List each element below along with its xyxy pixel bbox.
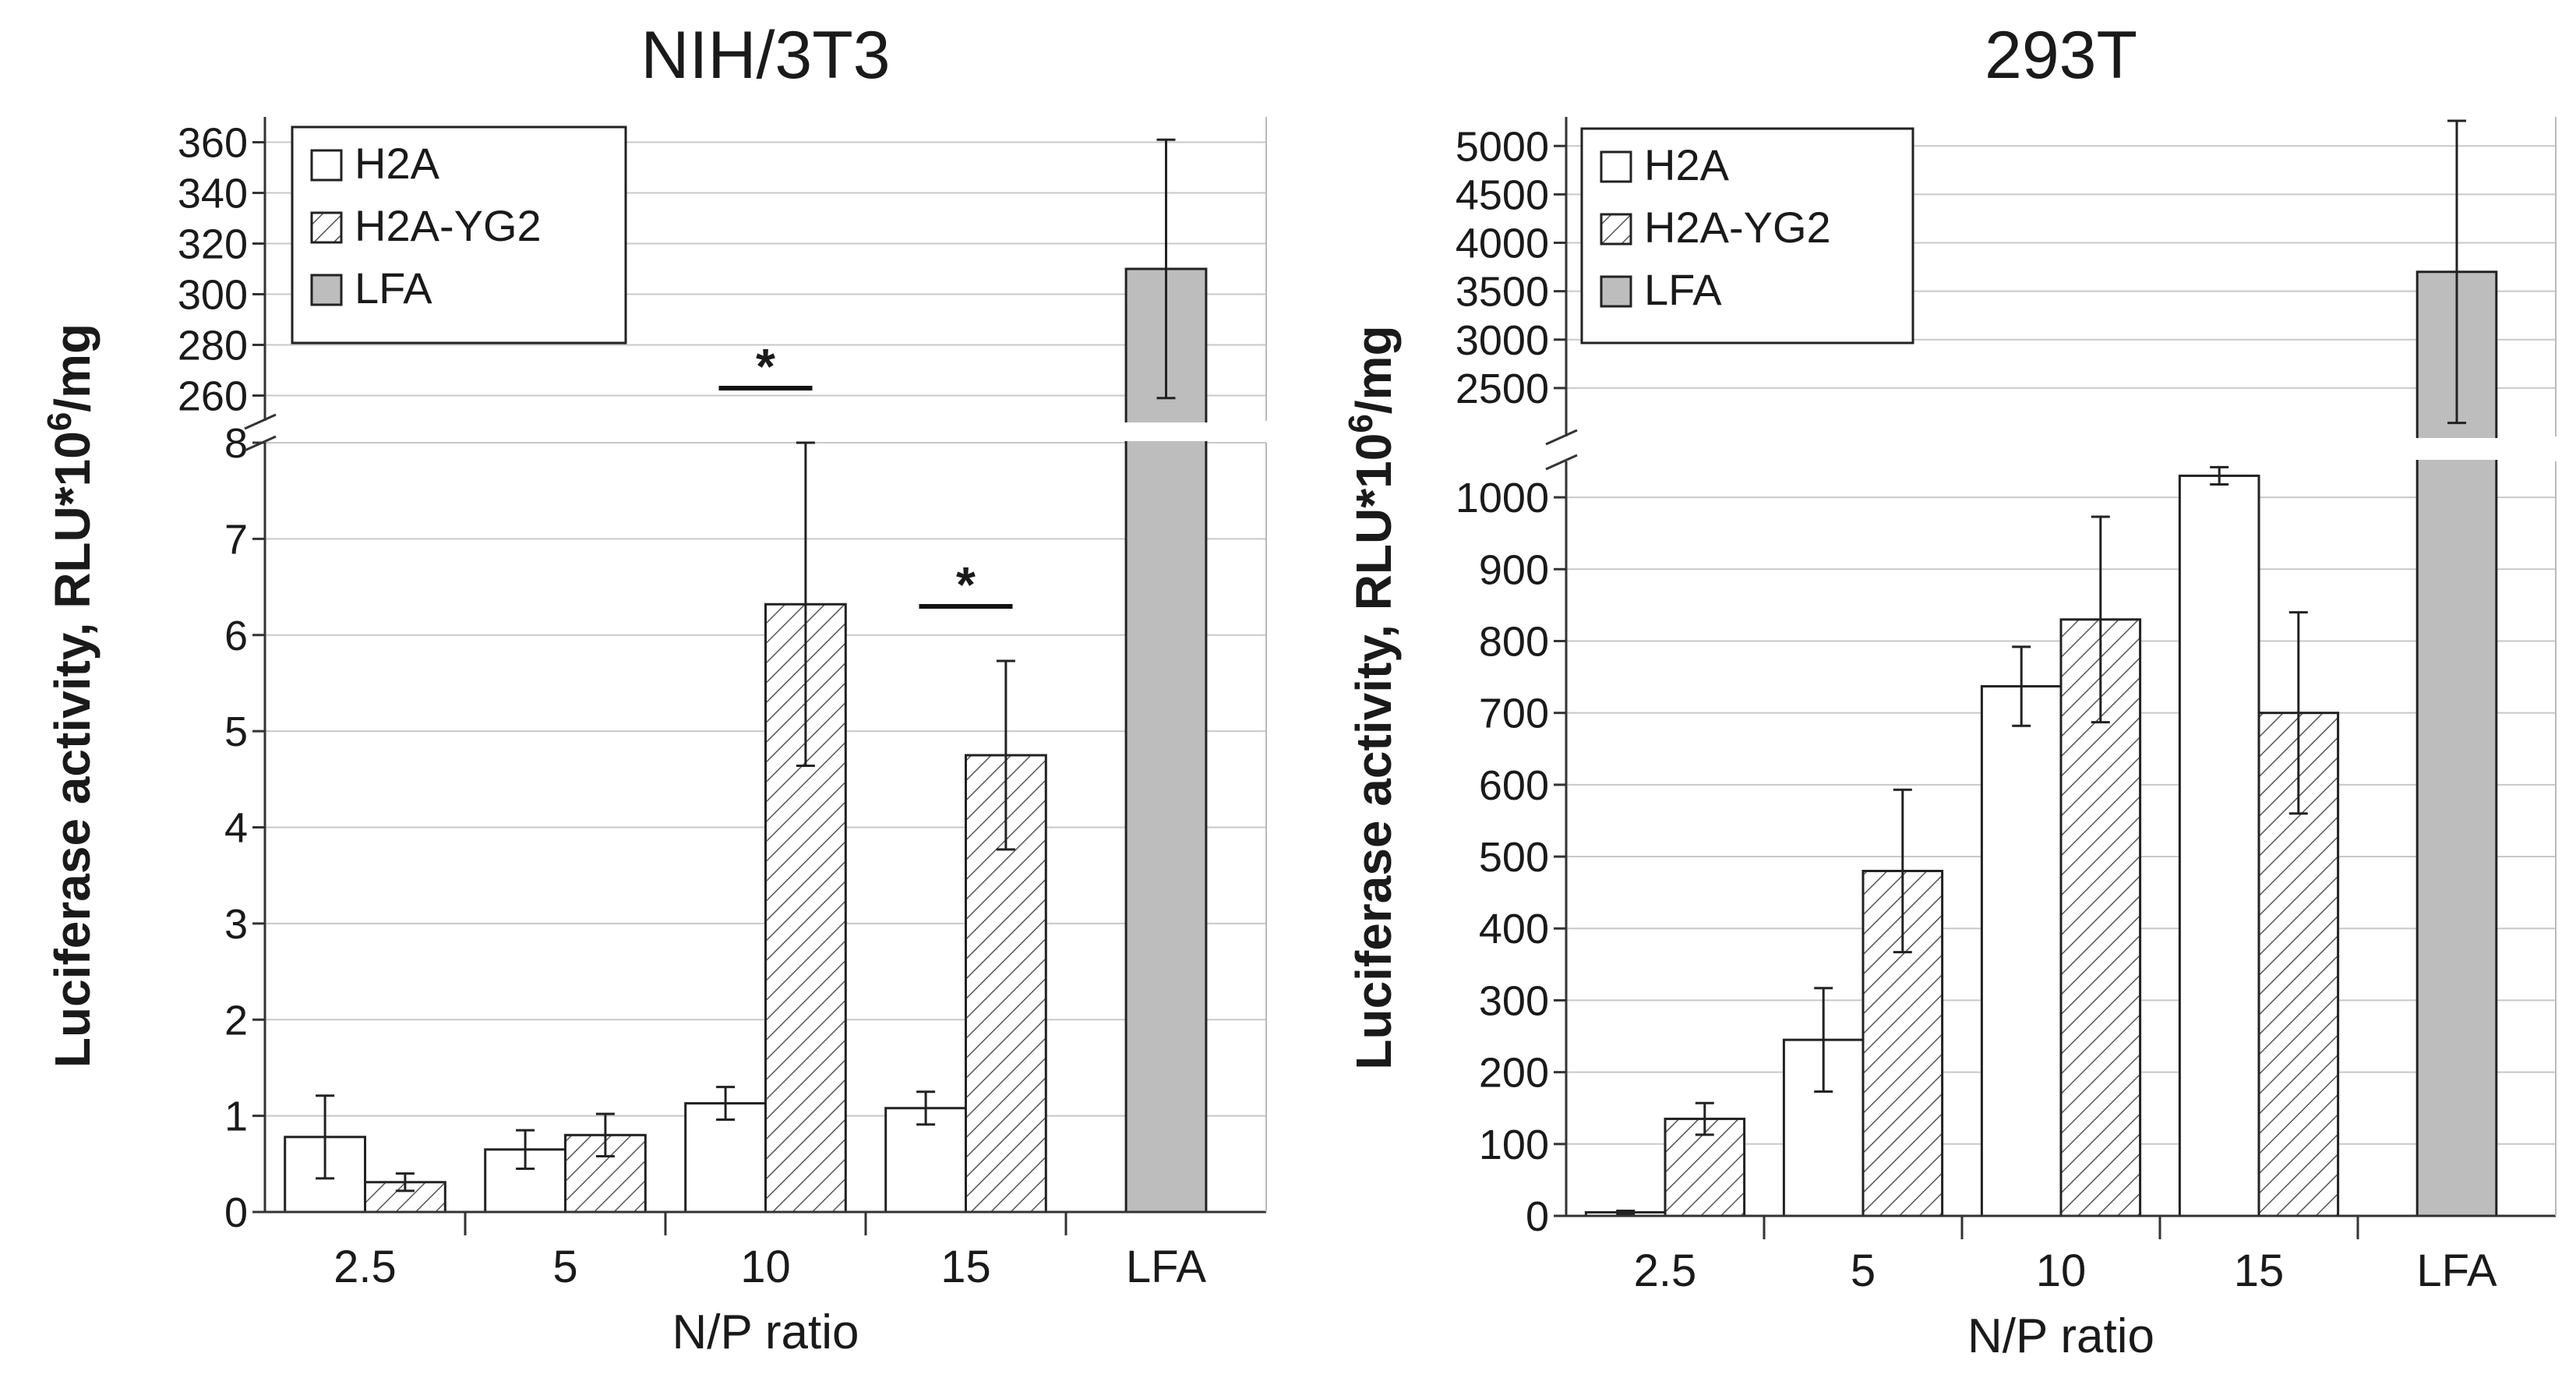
legend-box	[1580, 127, 1914, 344]
y-tick-label: 2	[224, 997, 248, 1044]
y-tick-label: 6	[224, 613, 248, 659]
axis-break-gap	[249, 422, 1266, 441]
x-tick-label: LFA	[2416, 1246, 2497, 1296]
x-tick-label: 2.5	[333, 1242, 397, 1292]
x-tick-label: 15	[2234, 1246, 2285, 1296]
legend: H2A H2A-YG2 LFA	[291, 125, 627, 344]
legend-label: LFA	[355, 263, 432, 313]
legend-swatch-h2a	[1600, 150, 1632, 183]
axis-break-gap	[1551, 438, 2556, 460]
chart-title: 293T	[1985, 18, 2137, 93]
x-tick-label: 10	[740, 1242, 791, 1292]
y-tick-label: 400	[1479, 906, 1549, 952]
significance-star: *	[956, 556, 976, 613]
x-tick-label: 15	[940, 1242, 991, 1292]
x-tick-label: 5	[552, 1242, 577, 1292]
y-tick-label: 8	[224, 420, 248, 467]
x-axis-label: N/P ratio	[1967, 1309, 2154, 1363]
legend-label: LFA	[1644, 265, 1722, 314]
legend-label: H2A-YG2	[355, 201, 542, 250]
bar-h2a-15	[2178, 474, 2260, 1217]
y-tick-label: 4500	[1456, 171, 1549, 218]
x-axis-label: N/P ratio	[672, 1306, 859, 1359]
y-tick-label: 3	[224, 901, 248, 948]
y-axis-label-main: Luciferase activity, RLU*10	[1346, 433, 1402, 1070]
y-tick-label: 3000	[1456, 317, 1549, 364]
y-axis-label-suffix: /mg	[44, 323, 101, 412]
legend-swatch-lfa	[1600, 275, 1632, 308]
legend-label: H2A	[1644, 140, 1730, 189]
axis-break-mark	[1545, 454, 1578, 471]
y-axis-label: Luciferase activity, RLU*106/mg	[41, 323, 101, 1068]
y-tick-label: 4	[224, 805, 248, 852]
axis-break-mark	[1545, 429, 1578, 446]
y-axis-label-main: Luciferase activity, RLU*10	[44, 431, 101, 1068]
y-tick-label: 900	[1479, 546, 1549, 593]
axis-break-mark	[244, 435, 277, 452]
significance-star: *	[756, 338, 775, 394]
y-tick-label: 320	[178, 221, 248, 268]
y-tick-label: 1	[224, 1094, 248, 1140]
bar-lfa-LFA	[1124, 267, 1208, 1214]
legend-swatch-lfa	[310, 274, 343, 306]
y-tick-label: 700	[1479, 691, 1549, 737]
x-tick-label: 10	[2036, 1246, 2087, 1296]
x-tick-label: 5	[1851, 1246, 1876, 1296]
legend-label: H2A-YG2	[1644, 203, 1831, 252]
y-tick-label: 340	[178, 171, 248, 217]
y-axis-label-suffix: /mg	[1346, 325, 1402, 414]
chart-title: NIH/3T3	[640, 18, 890, 93]
y-tick-label: 4000	[1456, 221, 1549, 267]
legend: H2A H2A-YG2 LFA	[1580, 127, 1914, 344]
y-axis-label-sup: 6	[1342, 414, 1380, 433]
y-tick-label: 0	[224, 1189, 248, 1236]
y-tick-label: 260	[178, 373, 248, 420]
bar-h2a-10	[1980, 685, 2063, 1217]
legend-box	[291, 125, 627, 344]
legend-swatch-h2a-yg2	[1600, 213, 1632, 246]
y-tick-label: 280	[178, 323, 248, 369]
y-tick-label: 360	[178, 120, 248, 167]
y-axis-label: Luciferase activity, RLU*106/mg	[1342, 325, 1402, 1069]
y-tick-label: 500	[1479, 834, 1549, 881]
axis-break-mark	[244, 413, 277, 430]
y-tick-label: 5000	[1456, 123, 1549, 170]
y-tick-label: 800	[1479, 618, 1549, 665]
y-tick-label: 2500	[1456, 366, 1549, 412]
y-axis-label-sup: 6	[41, 412, 79, 431]
x-tick-label: 2.5	[1634, 1246, 1697, 1296]
x-tick-label: LFA	[1126, 1242, 1206, 1292]
y-tick-label: 300	[1479, 977, 1549, 1024]
chart-293t: 293T 0 100 200 300 400 500 600 700 800 900 1000 2500…	[1342, 18, 2557, 1363]
y-tick-label: 3500	[1456, 269, 1549, 316]
y-tick-label: 200	[1479, 1050, 1549, 1097]
legend-swatch-h2a-yg2	[310, 211, 343, 244]
y-tick-label: 7	[224, 516, 248, 563]
y-tick-label: 0	[1526, 1193, 1549, 1240]
y-tick-label: 1000	[1456, 475, 1549, 521]
y-tick-label: 5	[224, 708, 248, 755]
y-tick-label: 600	[1479, 762, 1549, 809]
legend-label: H2A	[355, 139, 440, 188]
y-tick-label: 300	[178, 272, 248, 319]
y-tick-label: 100	[1479, 1122, 1549, 1168]
legend-swatch-h2a	[310, 149, 343, 182]
